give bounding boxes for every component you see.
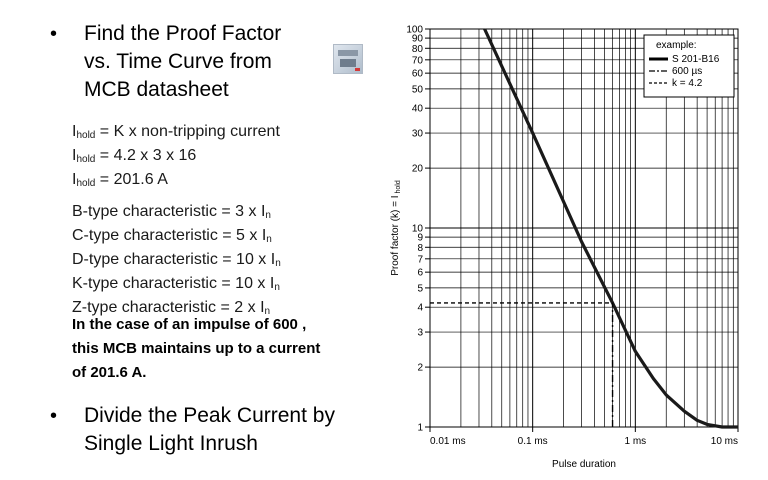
y-tick-label: 6 [417,268,423,279]
bullet-peak-current: • Divide the Peak Current by Single Ligh… [50,402,390,458]
characteristic-line: D-type characteristic = 10 x In [72,251,281,269]
y-tick-label: 4 [417,303,423,314]
note-line: this MCB maintains up to a current [72,340,321,357]
y-tick-label: 3 [417,328,423,339]
impulse-note: In the case of an impulse of 600 , this … [72,313,402,385]
formula-line: Ihold = K x non-tripping current [72,123,280,141]
grid [429,29,738,428]
y-tick-label: 40 [412,104,424,115]
series [430,28,738,429]
x-tick-label: 10 ms [711,436,738,447]
bullet-line: vs. Time Curve from [84,50,272,73]
y-tick-label: 8 [417,243,423,254]
y-tick-label: 80 [412,44,424,55]
x-tick-label: 0.1 ms [518,436,548,447]
formula-block: Ihold = K x non-tripping current Ihold =… [72,122,281,322]
y-tick-label: 5 [417,283,423,294]
bullet-proof-factor: • Find the Proof Factor vs. Time Curve f… [50,20,320,104]
legend-title: example: [656,40,697,51]
x-axis-label: Pulse duration [552,459,616,470]
y-axis-label-sub: hold [395,180,402,195]
x-tick-label: 1 ms [624,436,646,447]
legend-entry-label: 600 µs [672,66,702,77]
characteristic-line: C-type characteristic = 5 x In [72,227,272,245]
legend-entry-label: k = 4.2 [672,78,703,89]
legend-box [643,34,735,98]
y-tick-label: 100 [406,25,423,36]
y-tick-label: 2 [417,363,423,374]
bullet-marker: • [50,405,58,427]
y-tick-label: 50 [412,84,424,95]
characteristic-line: B-type characteristic = 3 x In [72,203,271,221]
datasheet-thumbnail-icon [333,44,363,74]
y-tick-label: 1 [417,423,423,434]
formula-line: Ihold = 4.2 x 3 x 16 [72,147,197,165]
y-tick-label: 90 [412,34,424,45]
bullet-line: Single Light Inrush [84,432,258,455]
formula-line: Ihold = 201.6 A [72,171,168,189]
characteristic-line: Z-type characteristic = 2 x In [72,299,271,317]
note-line: of 201.6 A. [72,364,147,381]
y-tick-label: 10 [412,224,424,235]
y-tick-label: 60 [412,69,424,80]
y-tick-label: 9 [417,233,423,244]
y-axis-label-main: Proof factor (k) = I [390,195,401,275]
bullet-line: Find the Proof Factor [84,22,282,45]
characteristic-line: K-type characteristic = 10 x In [72,275,280,293]
bullet-text: Find the Proof Factor vs. Time Curve fro… [84,20,281,104]
y-axis-label: Proof factor (k) = I hold [390,180,402,276]
y-tick-label: 7 [417,254,423,265]
note-line: In the case of an impulse of 600 , [72,316,307,333]
legend-entry-label: S 201-B16 [672,54,720,65]
y-tick-label: 30 [412,129,424,140]
series-line-s201-b16 [483,28,738,429]
bullet-text: Divide the Peak Current by Single Light … [84,402,335,458]
bullet-marker: • [50,23,58,45]
x-tick-label: 0.01 ms [430,436,466,447]
bullet-line: Divide the Peak Current by [84,404,335,427]
y-tick-label: 20 [412,164,424,175]
y-tick-label: 70 [412,55,424,66]
bullet-line: MCB datasheet [84,78,229,101]
